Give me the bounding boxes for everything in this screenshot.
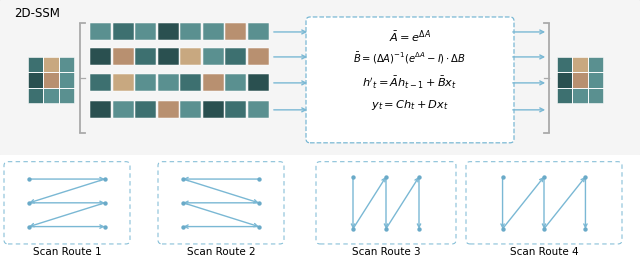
Bar: [557, 57, 572, 72]
Point: [24, 224, 35, 229]
Point: [539, 227, 549, 231]
Bar: [557, 72, 572, 87]
Point: [178, 177, 188, 181]
Bar: [135, 49, 156, 66]
Point: [24, 201, 35, 205]
Bar: [180, 23, 201, 41]
Point: [24, 177, 35, 181]
FancyBboxPatch shape: [158, 162, 284, 244]
Bar: [572, 87, 588, 103]
Bar: [135, 101, 156, 118]
FancyBboxPatch shape: [4, 162, 130, 244]
Bar: [157, 23, 179, 41]
FancyBboxPatch shape: [0, 0, 640, 158]
Point: [178, 224, 188, 229]
Bar: [157, 74, 179, 91]
FancyBboxPatch shape: [466, 162, 622, 244]
Bar: [225, 23, 246, 41]
Bar: [248, 101, 269, 118]
Bar: [44, 87, 59, 103]
Text: Scan Route 4: Scan Route 4: [509, 247, 579, 257]
Bar: [44, 57, 59, 72]
Point: [100, 224, 110, 229]
Bar: [225, 101, 246, 118]
Point: [100, 201, 110, 205]
Bar: [28, 72, 44, 87]
Point: [497, 227, 508, 231]
Point: [253, 224, 264, 229]
Bar: [248, 49, 269, 66]
Bar: [90, 23, 111, 41]
Bar: [588, 87, 603, 103]
Bar: [90, 49, 111, 66]
Bar: [180, 101, 201, 118]
Bar: [572, 57, 588, 72]
Text: $\bar{A} = e^{\Delta A}$: $\bar{A} = e^{\Delta A}$: [389, 29, 431, 45]
Bar: [28, 57, 44, 72]
Bar: [135, 23, 156, 41]
Bar: [44, 72, 59, 87]
Point: [253, 201, 264, 205]
Bar: [90, 74, 111, 91]
Bar: [588, 57, 603, 72]
Bar: [572, 72, 588, 87]
Text: $h'_t = \bar{A}h_{t-1} + \bar{B}x_t$: $h'_t = \bar{A}h_{t-1} + \bar{B}x_t$: [362, 75, 458, 91]
Bar: [225, 74, 246, 91]
Point: [580, 175, 591, 179]
Bar: [202, 74, 223, 91]
Point: [381, 175, 391, 179]
Bar: [113, 49, 134, 66]
Bar: [157, 49, 179, 66]
Text: $\bar{B} = (\Delta A)^{-1}\left(e^{\Delta A} - I\right) \cdot \Delta B$: $\bar{B} = (\Delta A)^{-1}\left(e^{\Delt…: [353, 51, 467, 67]
Bar: [113, 101, 134, 118]
Point: [580, 227, 591, 231]
Text: 2D-SSM: 2D-SSM: [14, 7, 60, 20]
Bar: [202, 23, 223, 41]
Bar: [248, 23, 269, 41]
Bar: [59, 57, 74, 72]
Bar: [59, 72, 74, 87]
Text: Scan Route 3: Scan Route 3: [352, 247, 420, 257]
Point: [414, 175, 424, 179]
Bar: [59, 87, 74, 103]
FancyBboxPatch shape: [306, 17, 514, 143]
Bar: [135, 74, 156, 91]
Bar: [202, 49, 223, 66]
Bar: [157, 101, 179, 118]
Bar: [180, 49, 201, 66]
Bar: [180, 74, 201, 91]
Point: [414, 227, 424, 231]
Bar: [557, 87, 572, 103]
Text: Scan Route 2: Scan Route 2: [187, 247, 255, 257]
Point: [100, 177, 110, 181]
Bar: [90, 101, 111, 118]
Point: [539, 175, 549, 179]
Text: Scan Route 1: Scan Route 1: [33, 247, 101, 257]
Point: [178, 201, 188, 205]
Point: [497, 175, 508, 179]
Bar: [113, 23, 134, 41]
Bar: [202, 101, 223, 118]
Point: [381, 227, 391, 231]
Bar: [28, 87, 44, 103]
Bar: [588, 72, 603, 87]
Point: [253, 177, 264, 181]
Point: [348, 227, 358, 231]
Bar: [113, 74, 134, 91]
Bar: [248, 74, 269, 91]
FancyBboxPatch shape: [316, 162, 456, 244]
Text: $y_t = Ch_t + Dx_t$: $y_t = Ch_t + Dx_t$: [371, 98, 449, 112]
Point: [348, 175, 358, 179]
Bar: [225, 49, 246, 66]
